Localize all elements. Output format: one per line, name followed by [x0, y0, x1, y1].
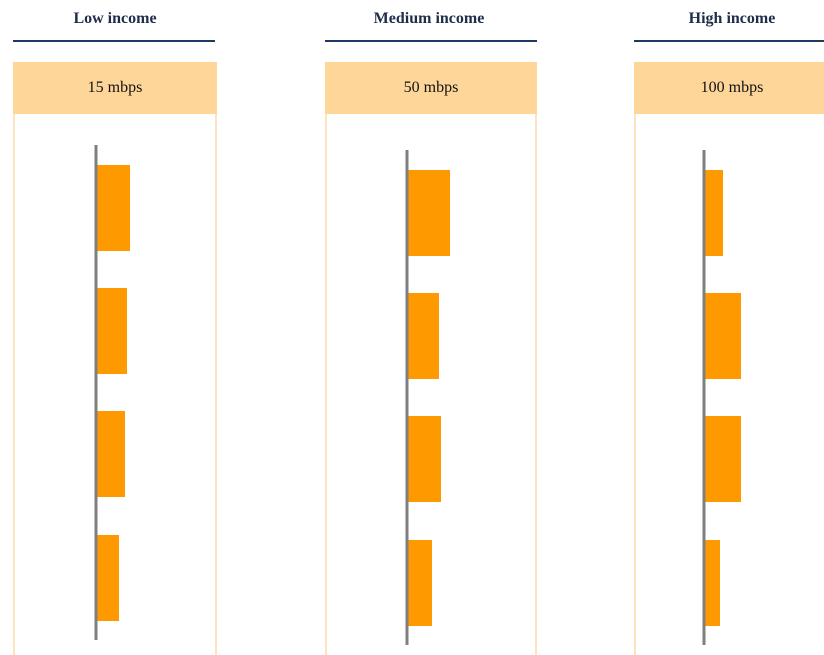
bar	[408, 540, 432, 626]
bar	[705, 416, 741, 502]
panel-low-income: Low income 15 mbps	[0, 0, 230, 655]
speed-header: 15 mbps	[13, 62, 217, 114]
panel-medium-income: Medium income 50 mbps	[310, 0, 540, 655]
panel-body	[13, 114, 217, 655]
speed-header: 50 mbps	[325, 62, 537, 114]
speed-label: 15 mbps	[87, 79, 143, 96]
speed-label: 100 mbps	[700, 79, 764, 96]
bar	[408, 170, 450, 256]
bar	[97, 288, 127, 374]
bar	[97, 535, 119, 621]
panel-title: High income	[688, 10, 776, 27]
title-underline	[634, 40, 824, 42]
panel-title: Medium income	[373, 10, 485, 27]
panel-high-income: High income 100 mbps	[620, 0, 824, 655]
bar	[97, 165, 130, 251]
bar	[408, 416, 441, 502]
bar	[97, 411, 125, 497]
bar	[705, 540, 720, 626]
panel-body	[634, 114, 824, 655]
bar-chart	[405, 150, 450, 645]
title-underline	[13, 40, 215, 42]
bar	[408, 293, 439, 379]
panel-body	[325, 114, 537, 655]
title-underline	[325, 40, 537, 42]
speed-header: 100 mbps	[634, 62, 824, 114]
bar	[705, 170, 723, 256]
bar-chart	[702, 150, 741, 645]
panel-title: Low income	[73, 10, 157, 27]
bar-chart	[94, 145, 130, 640]
speed-label: 50 mbps	[403, 79, 459, 96]
bar	[705, 293, 741, 379]
